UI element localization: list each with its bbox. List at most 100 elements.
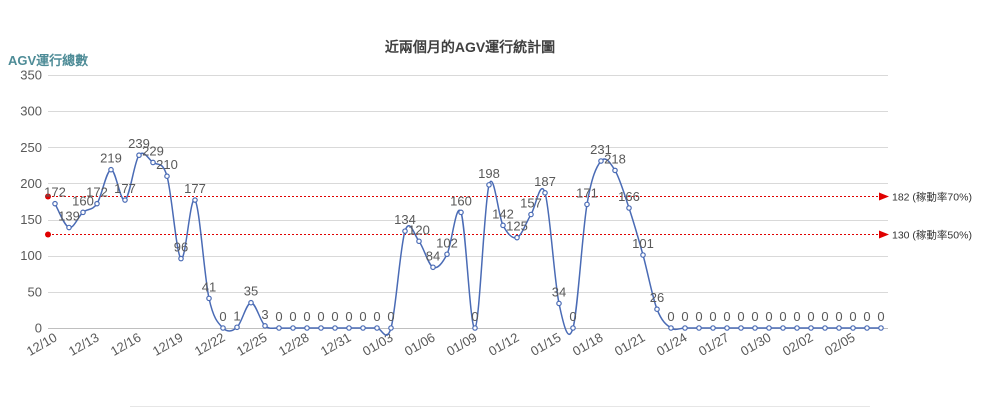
- data-point: [710, 325, 716, 331]
- data-label: 231: [590, 142, 612, 157]
- data-point: [220, 325, 226, 331]
- data-point: [570, 325, 576, 331]
- y-axis-ticks: 0 50 100 150 200 250 300 350: [20, 68, 42, 336]
- data-label: 1: [233, 308, 240, 323]
- data-label: 171: [576, 185, 598, 200]
- x-tick-label: 01/30: [738, 330, 774, 359]
- y-axis-label: AGV運行總數: [8, 53, 89, 68]
- data-label: 0: [709, 309, 716, 324]
- data-label: 0: [359, 309, 366, 324]
- reference-lines: 182 (稼動率70%) 130 (稼動率50%): [45, 191, 972, 242]
- data-points: [52, 152, 884, 331]
- data-point: [108, 166, 114, 173]
- data-point: [654, 306, 660, 313]
- data-point: [780, 325, 786, 331]
- data-label: 0: [779, 309, 786, 324]
- data-point: [668, 325, 674, 331]
- x-tick-label: 02/02: [780, 330, 816, 359]
- data-point: [822, 325, 828, 331]
- data-point: [682, 325, 688, 331]
- x-tick-label: 12/28: [276, 330, 312, 359]
- data-point: [598, 158, 604, 164]
- data-point: [458, 209, 464, 216]
- data-point: [304, 325, 310, 331]
- data-label: 172: [86, 185, 108, 200]
- data-label: 96: [174, 240, 188, 255]
- data-label: 0: [793, 309, 800, 324]
- data-point: [402, 228, 408, 234]
- data-label: 41: [202, 279, 216, 294]
- data-point: [206, 295, 212, 302]
- y-tick-label: 100: [20, 248, 42, 263]
- data-label: 0: [387, 309, 394, 324]
- data-point: [850, 325, 856, 331]
- data-point: [122, 197, 128, 203]
- data-point: [52, 200, 58, 207]
- y-tick-label: 250: [20, 140, 42, 155]
- chart-title: 近兩個月的AGV運行統計圖: [384, 39, 556, 55]
- data-label: 0: [373, 309, 380, 324]
- data-point: [66, 224, 72, 231]
- reference-label: 130 (稼動率50%): [892, 229, 972, 242]
- x-tick-label: 12/16: [108, 330, 144, 359]
- data-label: 218: [604, 151, 626, 166]
- data-point: [514, 234, 520, 241]
- data-point: [486, 182, 492, 188]
- data-point: [346, 325, 352, 331]
- bottom-divider: [130, 406, 870, 407]
- data-point: [248, 299, 254, 306]
- data-label: 198: [478, 166, 500, 181]
- y-tick-label: 0: [35, 321, 42, 336]
- x-tick-label: 12/25: [234, 330, 270, 359]
- x-axis-ticks: 12/10 12/13 12/16 12/19 12/22 12/25 12/28 12/31…: [24, 330, 858, 359]
- y-tick-label: 300: [20, 104, 42, 119]
- data-label: 35: [244, 284, 258, 299]
- x-tick-label: 01/06: [402, 330, 438, 359]
- data-label: 0: [821, 309, 828, 324]
- data-point: [836, 325, 842, 331]
- data-label: 210: [156, 157, 178, 172]
- data-label: 34: [552, 284, 566, 299]
- data-label: 3: [261, 307, 268, 322]
- x-tick-label: 01/18: [570, 330, 606, 359]
- data-point: [192, 197, 198, 203]
- data-point: [388, 325, 394, 331]
- data-point: [542, 190, 548, 196]
- reference-label: 182 (稼動率70%): [892, 191, 972, 204]
- reference-start-dot: [45, 231, 51, 238]
- data-point: [164, 173, 170, 180]
- data-label: 134: [394, 212, 416, 227]
- data-point: [612, 167, 618, 174]
- data-point: [178, 255, 184, 262]
- data-label: 229: [142, 143, 164, 158]
- data-label: 0: [275, 309, 282, 324]
- data-label: 0: [681, 309, 688, 324]
- data-point: [794, 325, 800, 331]
- data-point: [528, 211, 534, 218]
- data-point: [80, 209, 86, 216]
- data-point: [374, 325, 380, 331]
- x-tick-label: 12/19: [150, 330, 186, 359]
- x-tick-label: 01/09: [444, 330, 480, 359]
- data-label: 0: [471, 309, 478, 324]
- data-label: 101: [632, 236, 654, 251]
- data-point: [332, 325, 338, 331]
- data-point: [766, 325, 772, 331]
- x-tick-label: 01/24: [654, 330, 690, 359]
- data-point: [878, 325, 884, 331]
- data-point: [864, 325, 870, 331]
- data-label: 0: [667, 309, 674, 324]
- data-point: [430, 264, 436, 271]
- data-point: [500, 222, 506, 229]
- data-point: [640, 252, 646, 258]
- reference-start-dot: [45, 193, 51, 200]
- data-point: [94, 200, 100, 207]
- x-tick-label: 01/12: [486, 330, 522, 359]
- data-label: 26: [650, 290, 664, 305]
- data-label: 0: [303, 309, 310, 324]
- data-label: 0: [863, 309, 870, 324]
- x-tick-label: 01/15: [528, 330, 564, 359]
